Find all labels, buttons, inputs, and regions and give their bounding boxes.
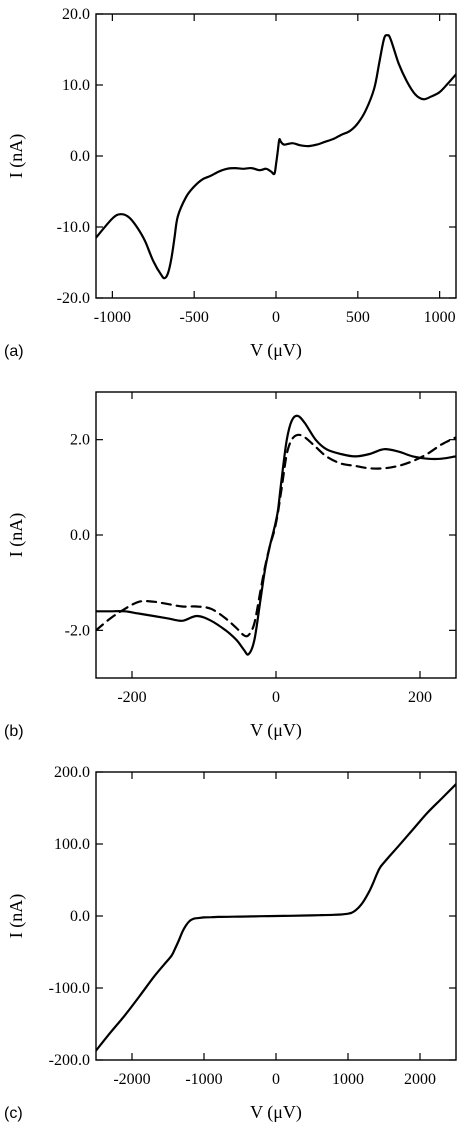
x-tick-label-a: -500 [180, 309, 209, 326]
tick-labels-b: -200 0 200 2.0 0.0 -2.0 [65, 432, 432, 706]
y-tick-label-c: 200.0 [54, 764, 90, 781]
y-tick-label-a: -10.0 [57, 219, 90, 236]
x-tick-label-a: 0 [272, 309, 280, 326]
panel-b: -200 0 200 2.0 0.0 -2.0 I (nA) V (μV) (b) [4, 391, 457, 741]
y-tick-label-a: -20.0 [57, 290, 90, 307]
y-tick-label-b: 2.0 [70, 432, 90, 449]
x-tick-label-c: 1000 [332, 1071, 364, 1088]
y-axis-label-a: I (nA) [6, 134, 27, 178]
series-line-a-solid [96, 34, 456, 280]
x-tick-label-c: 2000 [404, 1071, 436, 1088]
tick-labels-a: -1000 -500 0 500 1000 20.0 10.0 0.0 -10.0 -20.0 [57, 6, 456, 326]
y-tick-label-b: 0.0 [70, 527, 90, 544]
ticks-b [96, 392, 456, 678]
x-tick-label-a: 1000 [424, 309, 456, 326]
y-tick-label-a: 20.0 [62, 6, 90, 23]
panel-label-b: (b) [4, 723, 24, 740]
y-tick-label-c: 0.0 [70, 908, 90, 925]
tick-labels-c: -2000 -1000 0 1000 2000 200.0 100.0 0.0 -100.0 -2… [49, 764, 436, 1088]
series-line-b-solid [96, 414, 456, 656]
series-line-b-dashed [96, 433, 456, 638]
y-axis-label-b: I (nA) [6, 513, 27, 557]
y-tick-label-c: 100.0 [54, 836, 90, 853]
y-axis-label-c: I (nA) [6, 894, 27, 938]
y-tick-label-b: -2.0 [65, 622, 90, 639]
ticks-a [96, 13, 456, 299]
panel-a: -1000 -500 0 500 1000 20.0 10.0 0.0 -10.0 -20.0 I… [4, 6, 457, 361]
x-tick-label-b: -200 [117, 689, 146, 706]
ticks-c [96, 771, 456, 1061]
panel-label-a: (a) [4, 343, 24, 360]
y-tick-label-c: -100.0 [49, 980, 90, 997]
x-tick-label-c: 0 [272, 1071, 280, 1088]
series-line-c-solid [96, 783, 456, 1052]
y-tick-label-a: 0.0 [70, 148, 90, 165]
x-axis-label-b: V (μV) [250, 720, 302, 741]
x-tick-label-a: 500 [346, 309, 370, 326]
series-c [96, 783, 456, 1052]
x-tick-label-a: -1000 [94, 309, 131, 326]
series-a [96, 34, 456, 280]
x-tick-label-b: 200 [408, 689, 432, 706]
y-tick-label-a: 10.0 [62, 77, 90, 94]
y-tick-label-c: -200.0 [49, 1052, 90, 1069]
x-axis-label-a: V (μV) [250, 340, 302, 361]
x-tick-label-b: 0 [272, 689, 280, 706]
x-axis-label-c: V (μV) [250, 1102, 302, 1123]
panel-c: -2000 -1000 0 1000 2000 200.0 100.0 0.0 -100.0 -2… [4, 764, 457, 1123]
plot-frame-b [95, 391, 457, 679]
panel-label-c: (c) [4, 1105, 23, 1122]
series-b [96, 414, 456, 656]
x-tick-label-c: -1000 [185, 1071, 222, 1088]
x-tick-label-c: -2000 [113, 1071, 150, 1088]
